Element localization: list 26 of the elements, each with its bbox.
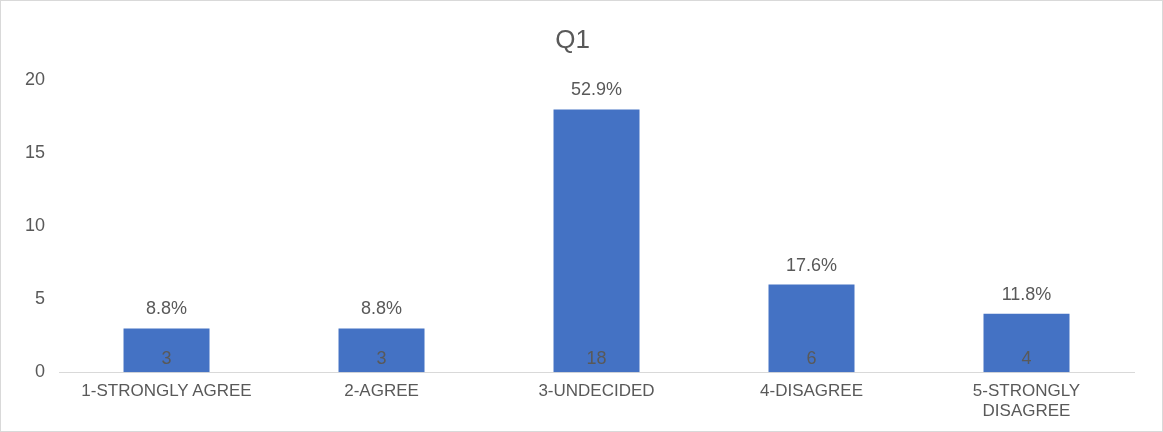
y-tick-label: 10: [24, 215, 46, 236]
x-tick-label: 2-AGREE: [344, 381, 419, 401]
data-label: 3: [376, 348, 387, 369]
annotation: 8.8%: [361, 298, 403, 319]
y-tick-label: 5: [35, 288, 46, 309]
annotation: 11.8%: [1001, 283, 1052, 304]
bar: [338, 328, 425, 373]
bar: [983, 313, 1070, 373]
x-tick-label: 4-DISAGREE: [760, 381, 863, 401]
y-tick-label: 20: [24, 69, 46, 90]
data-label: 4: [1021, 348, 1032, 369]
y-tick-label: 0: [35, 361, 46, 382]
annotation: 8.8%: [146, 298, 188, 319]
data-label: 3: [161, 348, 172, 369]
annotation: 17.6%: [785, 254, 838, 275]
annotation: 52.9%: [570, 79, 623, 100]
bar: [123, 328, 210, 373]
bar: [553, 109, 640, 373]
chart-title: Q1: [555, 23, 590, 54]
y-tick-label: 15: [24, 142, 46, 163]
bar: [768, 284, 855, 373]
x-tick-label: 1-STRONGLY AGREE: [81, 381, 252, 401]
x-tick-label: 5-STRONGLY DISAGREE: [972, 381, 1081, 421]
data-label: 6: [806, 348, 817, 369]
x-tick-label: 3-UNDECIDED: [538, 381, 655, 401]
data-label: 18: [586, 348, 607, 369]
